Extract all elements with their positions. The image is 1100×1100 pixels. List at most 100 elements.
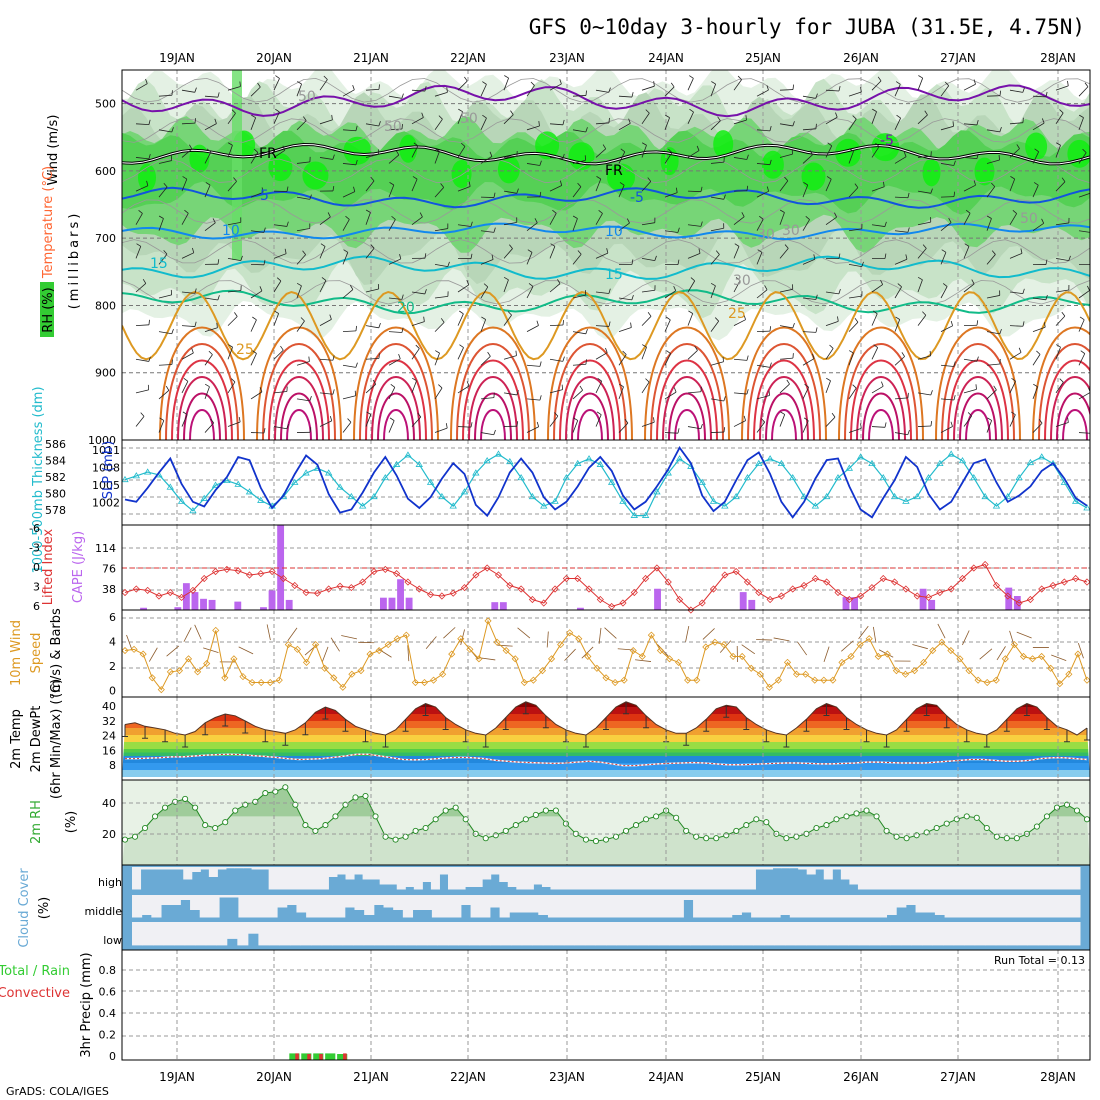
cloud-cell-high [670,867,680,890]
thickness-marker [245,488,254,495]
isotherm-lobe [959,392,997,440]
wind-barb-flag [624,418,629,424]
wind-barb [986,389,997,400]
thickness-line [124,453,1088,517]
wind-barb-flag [355,159,358,165]
isotherm-lobe [1044,359,1090,440]
wind-barb-flag [332,355,335,361]
wind-barb-flag [941,249,947,253]
wind-barb [457,385,470,394]
wind-barb [917,248,927,259]
wind-barb [664,319,671,332]
wind10m-marker [366,650,374,658]
chart-title: GFS 0~10day 3-hourly for JUBA (31.5E, 4.… [529,15,1085,39]
wind-barb [204,297,218,301]
wind-barb [227,381,236,394]
thickness-tick: 586 [45,438,66,451]
cloud-cell-high [336,867,347,875]
wind10m-marker [411,678,419,687]
wind-barb-flag [860,423,862,429]
cloud-cell-low [964,922,976,946]
cloud-cell-low [490,922,502,946]
wind10m-marker [139,650,147,658]
wind-barb-flag [1067,417,1069,423]
rh2m-marker [232,807,239,814]
wind-barb-flag [897,283,902,288]
wind-barb-flag [343,249,349,253]
li-marker [619,599,627,607]
wind-barb [618,327,632,333]
cloud-cell-middle [731,895,742,915]
li-tick: 6 [33,600,40,613]
wind-barb [825,416,836,427]
rh2m-marker [272,788,279,795]
cloud-cell-low [500,922,512,946]
cloud-cell-high [490,867,500,875]
wind-barb-flag [534,218,538,223]
wind-barb-flag [323,75,328,80]
wind10m-marker [557,641,565,649]
wind-barb [181,122,196,125]
cloud-cell-low [1006,922,1018,946]
cloud-cell-middle [209,895,220,918]
wind-barb-flag [347,418,352,423]
wind-barb [802,258,816,265]
rh2m-marker [783,835,790,842]
wind10m-marker [230,655,238,663]
cloud-cell-middle [567,895,578,918]
slp-label: SLP (mb) [101,441,116,500]
temp2m-label-3: (6hr Min/Max) (°C) [49,679,64,799]
wind-barb-flag [999,90,1002,96]
thickness-marker [573,459,582,467]
cloud-cell-high [422,867,432,882]
wind10m-tick: 2 [109,660,116,673]
cloud-cell-high [806,867,816,875]
wind-barb-flag [459,310,464,315]
pressure-tick: 800 [95,299,116,312]
cloud-cell-low [132,922,144,946]
wind-barb [1055,145,1061,158]
wind-barb [917,279,923,293]
cloud-cell-high [191,867,201,872]
wind-barb [296,161,310,164]
wind-barb [296,228,310,232]
wind-barb-flag [138,209,143,214]
wind-barb [641,85,655,91]
wind-barb-flag [907,227,910,233]
wind-barb-flag [696,145,700,151]
rh-contour [122,239,1090,264]
wind-barb-flag [1079,316,1085,321]
wind-barb-flag [815,294,818,300]
cloud-cell-high [499,867,509,882]
cloud-cell-low [195,922,207,946]
thickness-marker [630,511,639,518]
wind-barb-flag [423,316,425,322]
wind-barb [342,219,350,231]
thickness-marker [404,451,412,458]
wind-barb [756,219,764,231]
wind-barb-flag [481,316,486,320]
rh2m-marker [292,801,299,808]
wind-barb-flag [378,121,381,127]
wind-barb-flag [999,329,1002,334]
cloud-cell-high [268,867,278,890]
li-marker [811,574,819,583]
wind-barb [618,222,630,232]
wind10m-marker [212,626,220,634]
wind10m-marker [221,674,229,682]
wind-barb [1032,297,1046,301]
wind-barb-flag [677,428,680,434]
cloud-cell-middle [847,895,859,918]
wind-barb [135,283,147,293]
wind-barb [825,348,834,360]
cloud-cell-low [226,922,238,939]
cloud-cell-high [439,867,449,875]
wind-barb-flag [976,153,979,159]
cloud-cell-middle [944,895,955,918]
temp-band [122,728,1090,735]
isotherm-lobe [159,326,245,440]
wind10m-marker [257,678,265,687]
cloud-cell-middle [789,895,800,918]
wind-barb-flag [577,182,582,188]
cloud-cell-low [332,922,344,946]
